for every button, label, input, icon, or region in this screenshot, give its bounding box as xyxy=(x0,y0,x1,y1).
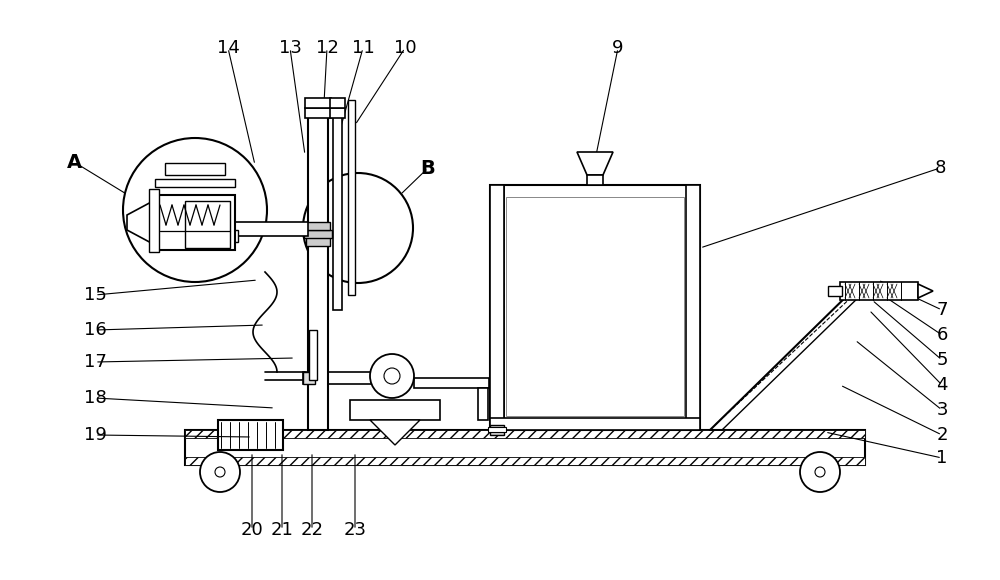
Polygon shape xyxy=(370,420,420,445)
Bar xyxy=(478,388,488,420)
Bar xyxy=(303,372,315,384)
Polygon shape xyxy=(127,200,155,245)
Circle shape xyxy=(303,173,413,283)
Bar xyxy=(308,100,328,430)
Bar xyxy=(308,100,328,430)
Text: 20: 20 xyxy=(241,521,263,539)
Bar xyxy=(228,230,238,242)
Text: 16: 16 xyxy=(84,321,106,339)
Bar xyxy=(330,98,345,108)
Bar xyxy=(490,418,700,430)
Text: 6: 6 xyxy=(936,326,948,344)
Bar xyxy=(490,185,504,430)
Text: 19: 19 xyxy=(84,426,106,444)
Bar xyxy=(309,330,317,380)
Bar xyxy=(305,98,331,108)
Bar xyxy=(333,100,342,310)
Bar xyxy=(686,185,700,430)
Circle shape xyxy=(200,452,240,492)
Text: 13: 13 xyxy=(279,39,301,57)
Text: 2: 2 xyxy=(936,426,948,444)
Bar xyxy=(306,222,330,230)
Bar xyxy=(306,236,330,246)
Bar xyxy=(490,425,504,435)
Bar xyxy=(330,108,345,118)
Bar xyxy=(828,286,842,296)
Text: 4: 4 xyxy=(936,376,948,394)
Circle shape xyxy=(215,467,225,477)
Text: A: A xyxy=(66,153,82,172)
Text: 7: 7 xyxy=(936,301,948,319)
Bar xyxy=(686,185,700,430)
Text: B: B xyxy=(421,158,435,177)
Text: 18: 18 xyxy=(84,389,106,407)
Text: 5: 5 xyxy=(936,351,948,369)
Circle shape xyxy=(384,368,400,384)
Text: 11: 11 xyxy=(352,39,374,57)
Text: 14: 14 xyxy=(217,39,239,57)
Text: 15: 15 xyxy=(84,286,106,304)
Bar xyxy=(490,185,504,430)
Bar xyxy=(165,163,225,175)
Bar xyxy=(155,179,235,187)
Bar xyxy=(348,100,355,295)
Circle shape xyxy=(800,452,840,492)
Text: 3: 3 xyxy=(936,401,948,419)
Polygon shape xyxy=(918,284,933,298)
Bar xyxy=(490,185,700,430)
Bar xyxy=(840,282,918,300)
Bar xyxy=(303,372,375,384)
Bar xyxy=(232,222,308,236)
Text: 21: 21 xyxy=(271,521,293,539)
Bar xyxy=(414,378,489,388)
Bar xyxy=(305,108,331,118)
Bar xyxy=(185,430,865,465)
Text: 22: 22 xyxy=(300,521,324,539)
Bar xyxy=(488,427,506,432)
Text: 23: 23 xyxy=(344,521,366,539)
Bar xyxy=(506,197,684,416)
Text: 17: 17 xyxy=(84,353,106,371)
Circle shape xyxy=(815,467,825,477)
Bar xyxy=(155,195,235,250)
Circle shape xyxy=(123,138,267,282)
Bar xyxy=(587,175,603,185)
Text: 1: 1 xyxy=(936,449,948,467)
Bar xyxy=(304,230,332,238)
Text: 12: 12 xyxy=(316,39,338,57)
Bar xyxy=(185,201,230,248)
Bar xyxy=(218,420,283,450)
Bar xyxy=(490,418,700,430)
Bar xyxy=(185,430,865,438)
Polygon shape xyxy=(577,152,613,175)
Bar xyxy=(350,400,440,420)
Text: 8: 8 xyxy=(934,159,946,177)
Text: 9: 9 xyxy=(612,39,624,57)
Bar xyxy=(149,189,159,252)
Text: 10: 10 xyxy=(394,39,416,57)
Bar xyxy=(185,457,865,465)
Circle shape xyxy=(370,354,414,398)
